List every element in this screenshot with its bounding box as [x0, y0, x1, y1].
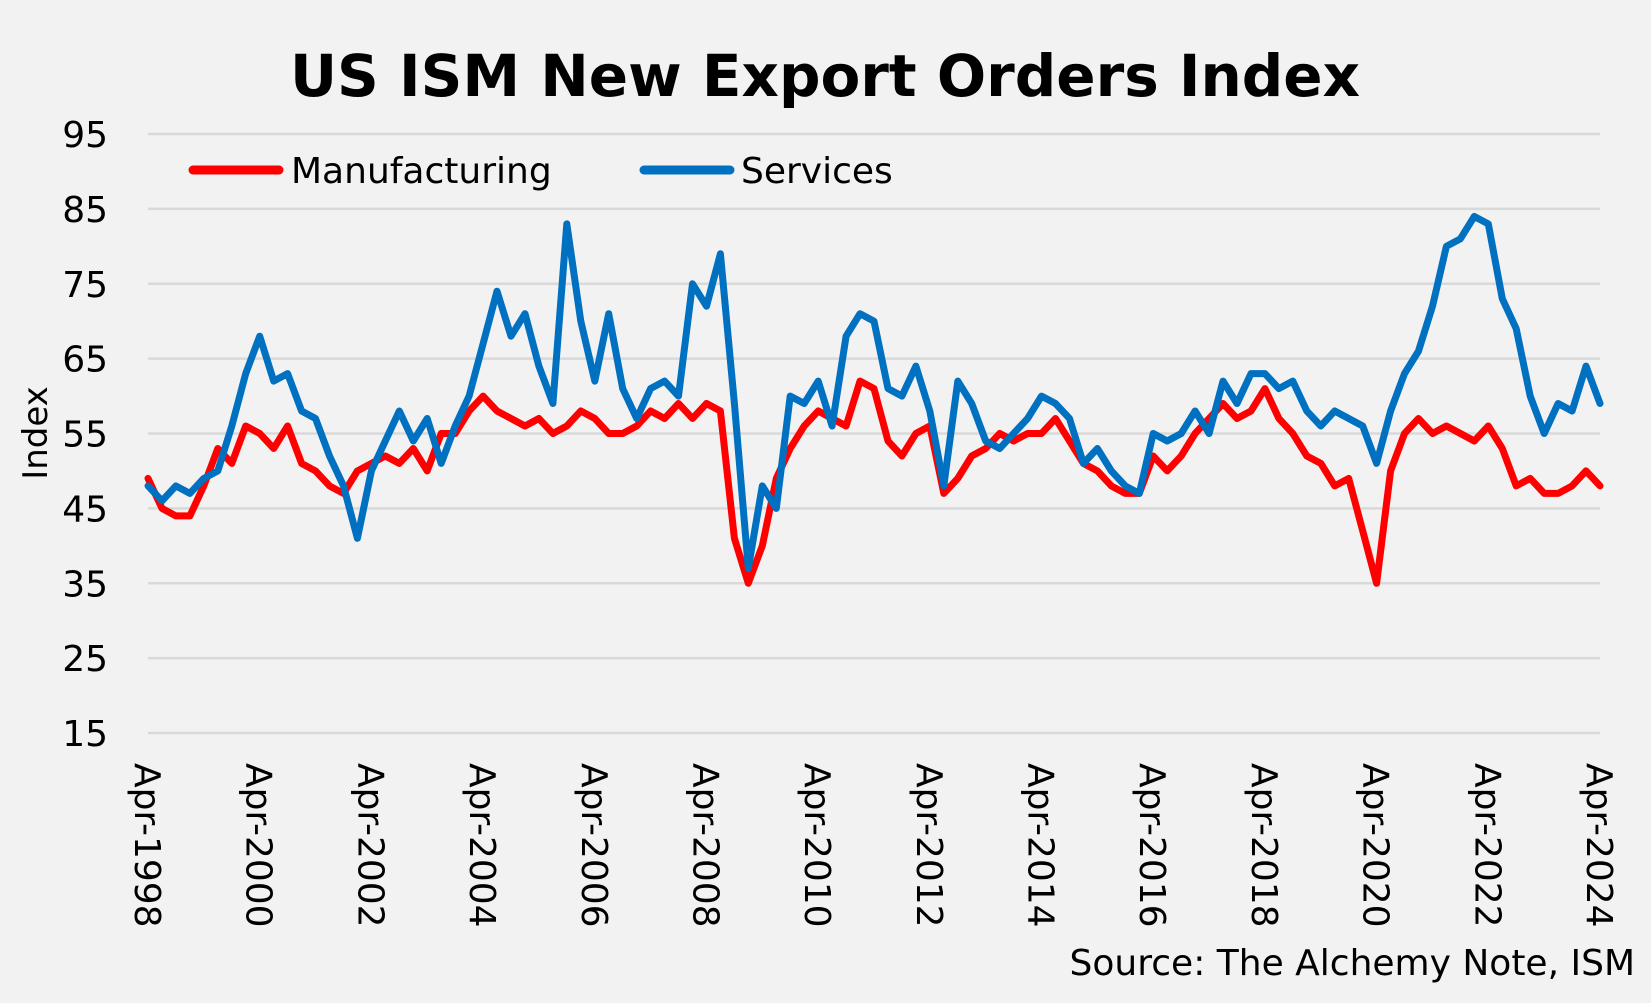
x-tick-label: Apr-2024	[1578, 763, 1619, 928]
x-tick-label: Apr-2006	[573, 763, 614, 928]
x-tick-label: Apr-2020	[1355, 763, 1396, 928]
legend-label-services: Services	[741, 151, 893, 192]
legend: Manufacturing Services	[188, 151, 893, 192]
y-tick-label: 95	[62, 115, 108, 156]
x-tick-label: Apr-1998	[126, 763, 167, 928]
series-line-manufacturing	[144, 377, 1604, 587]
y-tick-label: 75	[62, 265, 108, 306]
x-tick-label: Apr-2000	[238, 763, 279, 928]
y-tick-label: 55	[62, 415, 108, 456]
x-tick-label: Apr-2004	[461, 763, 502, 928]
x-tick-label: Apr-2018	[1243, 763, 1284, 928]
x-tick-label: Apr-2010	[796, 763, 837, 928]
y-axis-label: Index	[16, 386, 56, 480]
y-tick-label: 85	[62, 190, 108, 231]
chart-title: US ISM New Export Orders Index	[290, 42, 1360, 110]
x-axis-ticks: Apr-1998 Apr-2000 Apr-2002 Apr-2004 Apr-2006…	[126, 763, 1619, 928]
x-tick-label: Apr-2014	[1020, 763, 1061, 928]
series-line-services	[144, 212, 1604, 572]
y-tick-label: 65	[62, 340, 108, 381]
x-tick-label: Apr-2008	[684, 763, 725, 928]
y-tick-label: 45	[62, 489, 108, 530]
x-tick-label: Apr-2016	[1131, 763, 1172, 928]
x-tick-label: Apr-2012	[908, 763, 949, 928]
x-tick-label: Apr-2002	[349, 763, 390, 928]
legend-label-manufacturing: Manufacturing	[291, 151, 552, 192]
y-axis-ticks: 95 85 75 65 55 45 35 25 15	[62, 115, 108, 755]
y-tick-label: 15	[62, 714, 108, 755]
source-note: Source: The Alchemy Note, ISM	[1070, 943, 1635, 984]
series-layer	[144, 212, 1604, 587]
y-tick-label: 25	[62, 639, 108, 680]
x-tick-label: Apr-2022	[1466, 763, 1507, 928]
y-tick-label: 35	[62, 564, 108, 605]
